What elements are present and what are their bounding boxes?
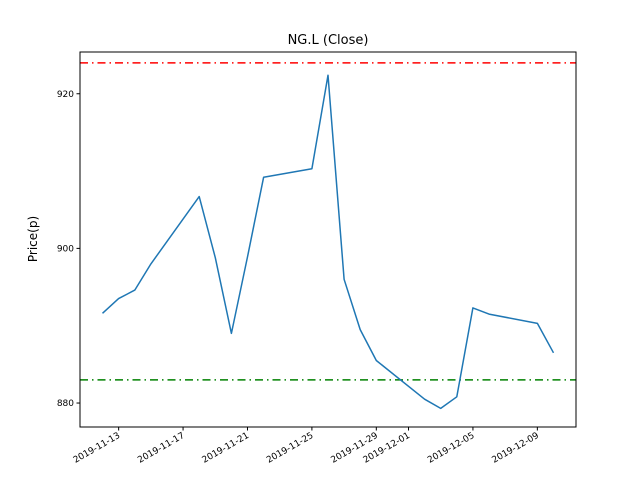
- close-price-line: [101, 74, 555, 410]
- y-tick-label: 880: [57, 399, 74, 409]
- axes-frame: [79, 51, 577, 428]
- x-tick-label: 2019-11-25: [265, 431, 315, 466]
- chart-layer: 880 900 920 2019-11-13 2019-11-17 2019-11-21 2…: [57, 51, 577, 466]
- x-tick-label: 2019-12-05: [426, 431, 476, 466]
- x-tick-label: 2019-11-13: [72, 431, 122, 466]
- y-axis-label: Price(p): [26, 216, 40, 262]
- y-tick-label: 900: [57, 244, 74, 254]
- y-tick-label: 920: [57, 90, 74, 100]
- x-tick-label: 2019-11-21: [201, 431, 251, 466]
- x-tick-label: 2019-12-09: [491, 431, 542, 466]
- chart-title: NG.L (Close): [288, 33, 369, 48]
- x-tick-label: 2019-11-17: [136, 431, 186, 466]
